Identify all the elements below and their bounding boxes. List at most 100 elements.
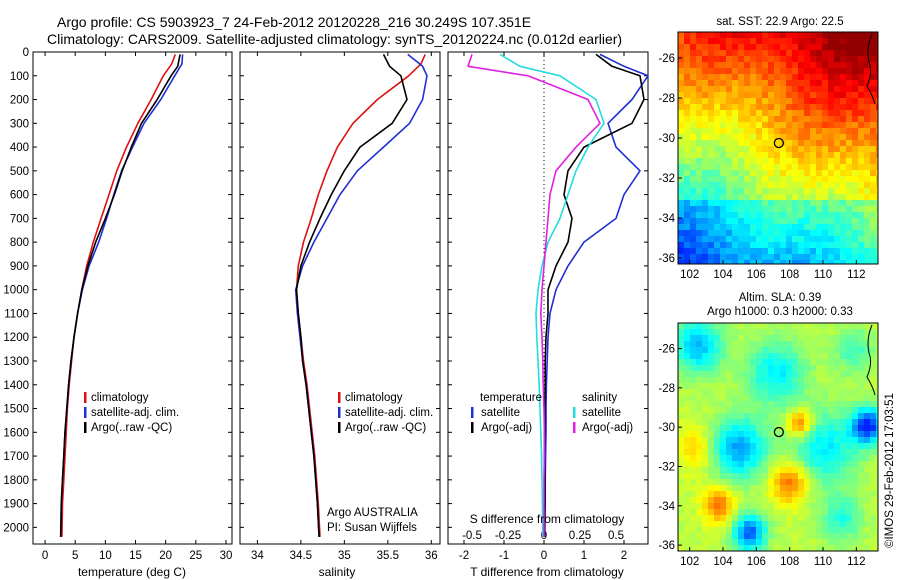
lon-tick-label: 112 xyxy=(847,556,865,568)
depth-tick-label: 800 xyxy=(10,237,29,249)
legend-label-argo: Argo(..raw -QC) xyxy=(345,422,426,434)
depth-tick-label: 0 xyxy=(23,47,29,59)
lon-tick-label: 108 xyxy=(780,269,799,281)
depth-tick-label: 1000 xyxy=(3,285,29,297)
legend-swatch-climatology xyxy=(338,392,341,403)
t-difference-axis-label: T difference from climatology xyxy=(470,565,624,579)
lon-tick-label: 106 xyxy=(747,269,766,281)
legend-swatch-temp-satellite xyxy=(471,407,474,418)
depth-tick-label: 1100 xyxy=(4,308,29,320)
salinity-panel: 34 34.5 35 35.5 36 xyxy=(239,51,441,562)
depth-tick-label: 300 xyxy=(10,118,29,130)
map-frame xyxy=(677,322,879,552)
x-tick-label: 0 xyxy=(42,550,48,562)
s-diff-tick-label: 0.5 xyxy=(608,530,624,542)
map-field xyxy=(678,32,878,264)
x-tick-label: 0 xyxy=(541,550,547,562)
lon-tick-label: 110 xyxy=(814,556,832,568)
legend-swatch-temp-argo xyxy=(471,422,474,433)
salinity-axis-label: salinity xyxy=(319,565,356,579)
coastline xyxy=(866,324,876,396)
legend-swatch-sal-argo xyxy=(573,422,576,433)
float-position-marker xyxy=(773,426,784,438)
depth-tick-label: 600 xyxy=(10,190,29,202)
depth-tick-label: 1500 xyxy=(3,404,29,416)
lat-tick-label: -28 xyxy=(658,93,675,105)
legend-label-temp-satellite: satellite xyxy=(481,407,520,419)
coastline xyxy=(866,33,876,105)
legend-label-argo: Argo(..raw -QC) xyxy=(91,422,172,434)
legend-label-climatology: climatology xyxy=(91,392,149,404)
depth-tick-label: 700 xyxy=(10,213,29,225)
lon-tick-label: 104 xyxy=(713,556,733,568)
credit-line-2: PI: Susan Wijffels xyxy=(327,522,417,534)
s-difference-axis-label: S difference from climatology xyxy=(470,512,625,526)
legend-swatch-satellite xyxy=(84,407,87,418)
x-tick-label: 35.5 xyxy=(377,550,399,562)
salinity-legend: climatology satellite-adj. clim. Argo(..… xyxy=(338,392,433,434)
depth-tick-label: 200 xyxy=(10,95,29,107)
temperature-axis-label: temperature (deg C) xyxy=(78,565,186,579)
depth-tick-label: 100 xyxy=(10,71,29,83)
lon-tick-label: 110 xyxy=(814,269,832,281)
x-tick-label: 5 xyxy=(72,550,78,562)
lat-tick-label: -32 xyxy=(658,173,675,185)
x-tick-label: 34 xyxy=(251,550,264,562)
series-line-satellite-adj-clim- xyxy=(59,54,184,537)
s-diff-tick-label: -0.25 xyxy=(495,530,521,542)
lon-tick-label: 106 xyxy=(747,556,766,568)
lat-tick-label: -36 xyxy=(658,540,675,552)
lat-tick-label: -34 xyxy=(658,501,675,513)
difference-legend: temperature salinity satellite Argo(-adj… xyxy=(471,392,633,434)
temperature-panel: 0100200300400500600700800900100011001200… xyxy=(3,47,233,562)
depth-tick-label: 1600 xyxy=(3,427,29,439)
sla-map-panel: 102 104 106 108 110 112 -26 -28 -30 -32 -34 -36 xyxy=(658,322,879,568)
series-line-temperature-argo-adj- xyxy=(543,53,645,537)
depth-tick-label: 400 xyxy=(10,142,29,154)
depth-tick-label: 1200 xyxy=(3,332,29,344)
depth-tick-label: 1800 xyxy=(3,475,29,487)
depth-tick-label: 500 xyxy=(10,166,29,178)
lat-tick-label: -36 xyxy=(658,253,675,265)
depth-tick-label: 2000 xyxy=(3,522,29,534)
x-tick-label: 20 xyxy=(159,550,172,562)
x-tick-label: 30 xyxy=(220,550,233,562)
lon-tick-label: 102 xyxy=(680,556,699,568)
sst-map-panel: 102 104 106 108 110 112 -26 -28 -30 -32 -34 -36 xyxy=(658,31,879,281)
figure-title-line-2: Climatology: CARS2009. Satellite-adjuste… xyxy=(47,31,622,47)
x-tick-label: -1 xyxy=(499,550,509,562)
legend-header-temperature: temperature xyxy=(480,392,542,404)
legend-label-sal-argo: Argo(-adj) xyxy=(582,422,633,434)
x-tick-label: 34.5 xyxy=(290,550,312,562)
sst-map-title: sat. SST: 22.9 Argo: 22.5 xyxy=(716,16,843,28)
plot-frame xyxy=(447,51,649,545)
map-field xyxy=(678,323,878,551)
lat-tick-label: -26 xyxy=(658,53,675,65)
depth-tick-label: 900 xyxy=(10,261,29,273)
plot-frame xyxy=(239,51,441,545)
legend-swatch-satellite xyxy=(338,407,341,418)
lat-tick-label: -32 xyxy=(658,461,675,473)
legend-swatch-sal-satellite xyxy=(573,407,576,418)
temperature-legend: climatology satellite-adj. clim. Argo(..… xyxy=(84,392,179,434)
legend-header-salinity: salinity xyxy=(582,392,617,404)
lon-tick-label: 102 xyxy=(680,269,699,281)
x-tick-label: 10 xyxy=(99,550,112,562)
series-line-argo-raw-qc- xyxy=(59,54,181,537)
lon-tick-label: 108 xyxy=(780,556,799,568)
credit-line-1: Argo AUSTRALIA xyxy=(327,507,418,519)
x-tick-label: 15 xyxy=(129,550,142,562)
depth-tick-label: 1400 xyxy=(3,380,29,392)
lat-tick-label: -26 xyxy=(658,344,675,356)
x-tick-label: 2 xyxy=(621,550,627,562)
legend-swatch-argo xyxy=(84,422,87,433)
x-tick-label: 1 xyxy=(581,550,587,562)
sla-map-title-line-1: Altim. SLA: 0.39 xyxy=(739,292,821,304)
x-tick-label: 36 xyxy=(425,550,438,562)
legend-label-satellite: satellite-adj. clim. xyxy=(345,407,433,419)
depth-tick-label: 1300 xyxy=(3,356,29,368)
lat-tick-label: -30 xyxy=(658,422,675,434)
map-frame xyxy=(677,31,879,265)
